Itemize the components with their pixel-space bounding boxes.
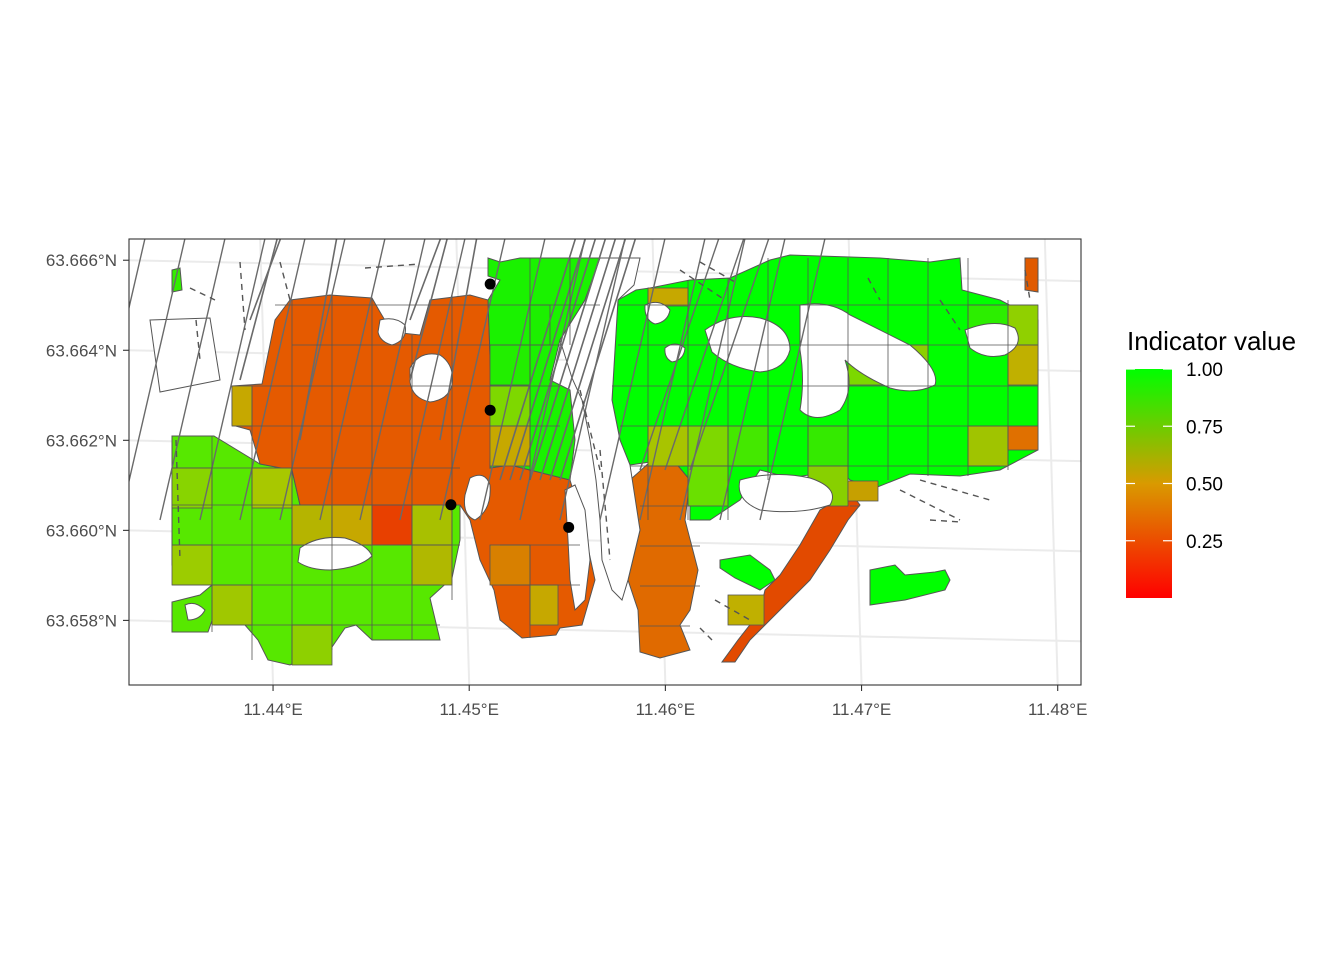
ditch-line [409,239,448,381]
ditch-line [539,239,617,481]
sample-point [563,521,575,533]
drainage-ditches [239,239,637,481]
ditch-line [689,239,770,471]
ditch-line [279,239,346,521]
legend-tick-label: 1.00 [1186,360,1223,381]
x-tick-label: 11.48°E [1028,700,1087,719]
ditch-line [239,239,306,521]
region-ne-fragment [1024,257,1039,293]
x-tick-label: 11.44°E [243,700,302,719]
sample-point [484,278,496,290]
ditch-line [479,239,546,521]
x-tick-label: 11.46°E [636,700,695,719]
sample-point [445,499,457,511]
ditch-line [439,239,506,521]
ditch-line [559,239,626,521]
ditch-line [409,239,442,321]
legend-tick-label: 0.50 [1186,475,1223,496]
ditch-line [759,239,826,521]
ditch-line [499,239,577,481]
y-tick-label: 63.666°N [46,251,117,270]
drainage-ditches-east [0,0,826,521]
ditch-line [239,239,278,381]
ditch-line [719,239,786,521]
x-axis: 11.44°E 11.45°E 11.46°E 11.47°E 11.48°E [243,685,1087,719]
y-axis: 63.666°N 63.664°N 63.662°N 63.660°N 63.658°N [46,251,129,630]
y-tick-label: 63.662°N [46,431,117,450]
graticule-meridian [1043,239,1059,685]
ditch-line [679,239,746,521]
ditch-line [529,239,607,481]
map-layer [0,0,1039,666]
sample-point [484,404,496,416]
cell-grid [172,258,1038,665]
ditch-line [639,239,720,471]
x-tick-label: 11.45°E [440,700,499,719]
ditch-line [399,239,466,521]
dashed-linework [175,261,1031,641]
ditch-line [299,239,338,441]
x-tick-label: 11.47°E [832,700,891,719]
ditch-line [129,239,146,311]
legend: Indicator value 1.00 0.75 0.50 0.25 [1126,326,1296,598]
ditch-line [319,239,386,521]
y-tick-label: 63.658°N [46,611,117,630]
ditch-line [519,239,586,521]
ditch-line [0,0,40,520]
river-channel [559,257,641,601]
ditch-line [159,239,226,521]
y-tick-label: 63.664°N [46,341,117,360]
ditch-line [639,239,706,521]
legend-tick-label: 0.25 [1186,532,1223,553]
ditch-line [519,239,597,481]
ditch-line [439,239,478,441]
ditch-line [599,239,666,521]
y-tick-label: 63.660°N [46,521,117,540]
river-branch [564,484,591,612]
ditch-line [199,239,266,521]
legend-title: Indicator value [1127,326,1296,356]
ditch-line [664,239,745,471]
sample-points [445,278,575,533]
ditch-line [129,239,186,485]
region-southeast-green [719,554,776,591]
ditch-line [359,239,426,521]
legend-ticks: 1.00 0.75 0.50 0.25 [1126,360,1223,553]
legend-tick-label: 0.75 [1186,417,1223,438]
panel-border [128,238,1082,686]
ditch-line [559,239,637,481]
region-far-east-green [869,564,951,606]
